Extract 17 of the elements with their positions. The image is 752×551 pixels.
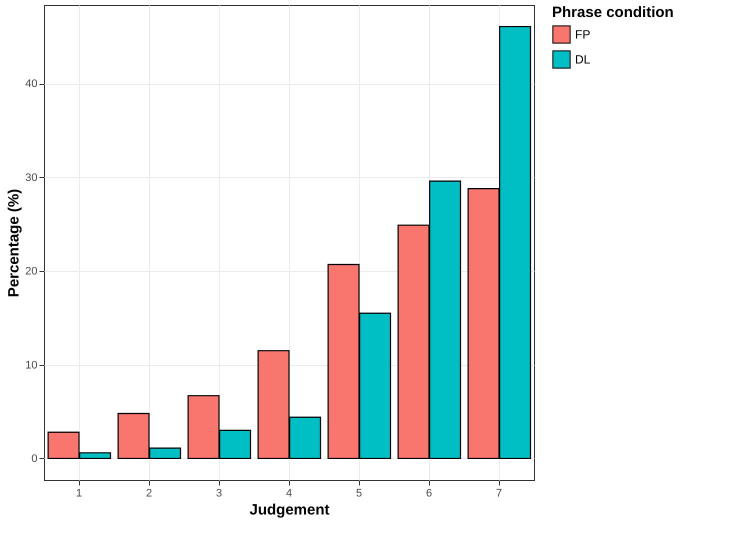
x-tick-label: 6 — [426, 488, 432, 500]
x-tick-label: 1 — [76, 488, 82, 500]
x-tick-label: 4 — [286, 488, 292, 500]
x-tick-label: 7 — [496, 488, 502, 500]
y-tick-label: 0 — [31, 452, 38, 465]
legend-label: DL — [575, 52, 591, 66]
x-tick-label: 3 — [216, 488, 222, 500]
x-tick-label: 5 — [356, 488, 362, 500]
legend-label: FP — [575, 28, 590, 42]
y-tick-label: 40 — [25, 78, 38, 90]
x-tick-label: 2 — [146, 488, 152, 500]
y-tick-label: 30 — [25, 172, 38, 184]
y-axis-title: Percentage (%) — [5, 188, 22, 298]
legend-title: Phrase condition — [552, 4, 674, 21]
y-tick-label: 10 — [25, 359, 38, 372]
x-axis-title: Judgement — [249, 502, 330, 518]
y-tick-label: 20 — [25, 266, 38, 278]
